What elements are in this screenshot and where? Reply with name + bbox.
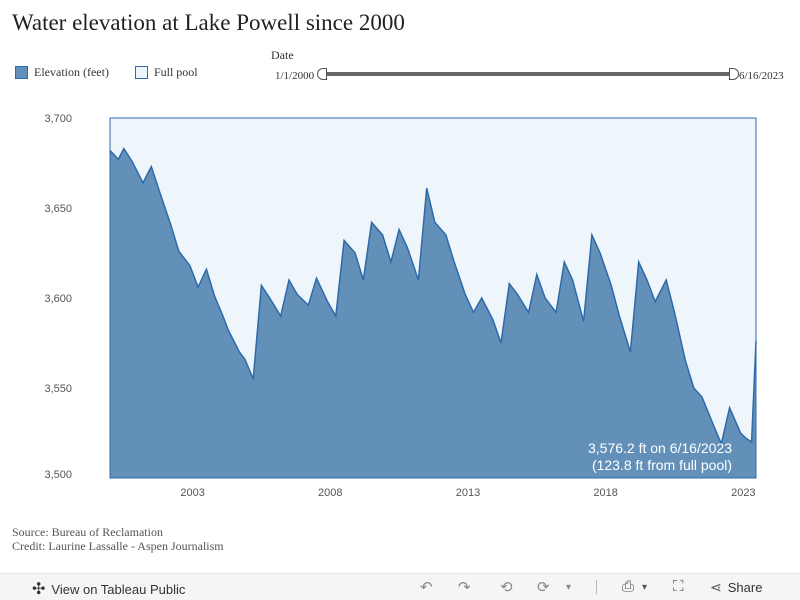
view-on-tableau-label: View on Tableau Public [51,581,186,597]
source-line: Source: Bureau of Reclamation [12,525,163,539]
credit-line: Credit: Laurine Lassalle - Aspen Journal… [12,539,224,553]
fullscreen-icon[interactable]: ⛶ [673,578,684,595]
date-slider-label: Date [271,48,294,62]
legend-item-elevation[interactable]: Elevation (feet) [15,65,109,80]
refresh-icon[interactable]: ⟳ [537,579,550,596]
date-slider-end-value: 6/16/2023 [739,70,784,82]
legend-item-fullpool[interactable]: Full pool [134,65,198,80]
x-axis: 2003 2008 2013 2018 2023 [180,487,755,499]
legend-swatch-fullpool [134,66,148,79]
x-tick-label: 2018 [593,487,617,499]
y-tick-label: 3,550 [44,383,72,395]
refresh-dropdown-icon[interactable]: ▾ [566,582,572,593]
tableau-toolbar: ✣ View on Tableau Public ↶ ↷ ⟲ ⟳ ▾ ⎙ ▾ ⛶… [0,573,800,600]
download-dropdown-icon[interactable]: ▾ [642,582,648,593]
source-credit: Source: Bureau of Reclamation Credit: La… [12,525,224,553]
date-slider-start-handle[interactable] [317,68,327,80]
date-slider-start-value: 1/1/2000 [275,70,315,82]
x-tick-label: 2013 [456,487,480,499]
legend-label-fullpool: Full pool [153,65,198,79]
tableau-logo-icon: ✣ [32,581,46,598]
date-slider-end-handle[interactable] [729,68,739,80]
y-tick-label: 3,500 [44,469,72,481]
y-tick-label: 3,600 [44,293,72,305]
redo-icon[interactable]: ↷ [458,579,471,596]
toolbar-divider [596,580,597,594]
undo-icon[interactable]: ↶ [420,579,433,596]
legend: Elevation (feet) Full pool [15,65,224,80]
legend-swatch-elevation [15,66,28,79]
share-label: Share [727,580,763,595]
view-on-tableau-button[interactable]: ✣ View on Tableau Public [32,579,185,599]
revert-icon[interactable]: ⟲ [500,579,513,596]
annotation-line-2: (123.8 ft from full pool) [591,457,732,473]
x-tick-label: 2003 [180,487,204,499]
annotation-line-1: 3,576.2 ft on 6/16/2023 [587,440,732,456]
legend-label-elevation: Elevation (feet) [34,65,109,79]
download-icon[interactable]: ⎙ [622,578,635,595]
x-tick-label: 2008 [318,487,342,499]
elevation-line [109,147,757,447]
date-slider-track[interactable] [322,72,734,76]
y-axis: 3,500 3,550 3,600 3,650 3,700 [44,113,72,481]
elevation-area[interactable] [110,148,756,478]
y-tick-label: 3,650 [44,203,72,215]
chart-title: Water elevation at Lake Powell since 200… [12,10,405,35]
x-tick-label: 2023 [731,487,755,499]
latest-value-annotation: 3,576.2 ft on 6/16/2023 (123.8 ft from f… [520,440,732,474]
plot-frame [109,117,757,479]
y-tick-label: 3,700 [44,113,72,125]
share-icon: ⋖ [710,579,722,595]
share-button[interactable]: ⋖ Share [710,579,762,596]
